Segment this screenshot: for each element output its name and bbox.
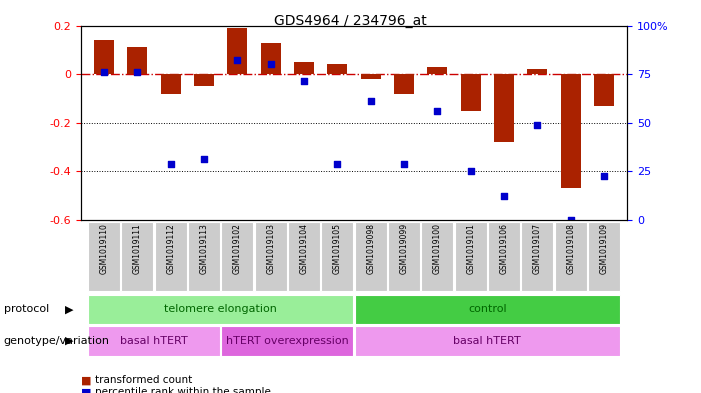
Bar [355, 222, 387, 291]
Point [198, 156, 210, 162]
Bar [355, 295, 620, 324]
Bar [461, 74, 481, 111]
Bar [527, 69, 547, 74]
Text: genotype/variation: genotype/variation [4, 336, 109, 346]
Bar [594, 74, 614, 106]
Bar [88, 295, 353, 324]
Bar [254, 222, 287, 291]
Text: GSM1019099: GSM1019099 [400, 223, 409, 274]
Text: GSM1019109: GSM1019109 [599, 223, 608, 274]
Bar [494, 74, 514, 142]
Bar [194, 74, 214, 86]
Text: GSM1019107: GSM1019107 [533, 223, 542, 274]
Bar [88, 326, 220, 356]
Bar [588, 222, 620, 291]
Text: percentile rank within the sample: percentile rank within the sample [95, 387, 271, 393]
Point [165, 161, 176, 167]
Bar [388, 222, 420, 291]
Bar [355, 326, 620, 356]
Point [299, 78, 310, 84]
Text: hTERT overexpression: hTERT overexpression [226, 336, 348, 346]
Point [265, 61, 276, 68]
Bar [428, 67, 447, 74]
Point [332, 161, 343, 167]
Point [232, 57, 243, 63]
Bar [155, 222, 186, 291]
Point [398, 161, 409, 167]
Bar [522, 222, 553, 291]
Text: GSM1019106: GSM1019106 [500, 223, 508, 274]
Point [565, 217, 576, 223]
Bar [394, 74, 414, 94]
Text: GSM1019108: GSM1019108 [566, 223, 576, 274]
Bar [128, 48, 147, 74]
Text: control: control [468, 305, 507, 314]
Text: ▶: ▶ [64, 305, 73, 314]
Text: basal hTERT: basal hTERT [454, 336, 522, 346]
Bar [161, 74, 181, 94]
Text: transformed count: transformed count [95, 375, 192, 386]
Bar [261, 42, 280, 74]
Point [532, 122, 543, 129]
Text: GSM1019105: GSM1019105 [333, 223, 342, 274]
Text: telomere elongation: telomere elongation [164, 305, 277, 314]
Bar [288, 222, 320, 291]
Bar [361, 74, 381, 79]
Text: ▶: ▶ [64, 336, 73, 346]
Point [465, 168, 476, 174]
Bar [227, 28, 247, 74]
Bar [294, 62, 314, 74]
Text: GSM1019112: GSM1019112 [166, 223, 175, 274]
Point [365, 98, 376, 104]
Text: GDS4964 / 234796_at: GDS4964 / 234796_at [274, 14, 427, 28]
Text: GSM1019098: GSM1019098 [366, 223, 375, 274]
Point [432, 108, 443, 114]
Text: GSM1019111: GSM1019111 [132, 223, 142, 274]
Bar [94, 40, 114, 74]
Text: ■: ■ [81, 375, 91, 386]
Bar [222, 326, 353, 356]
Text: GSM1019101: GSM1019101 [466, 223, 475, 274]
Text: GSM1019110: GSM1019110 [100, 223, 109, 274]
Text: ■: ■ [81, 387, 91, 393]
Bar [421, 222, 454, 291]
Point [98, 69, 109, 75]
Bar [121, 222, 154, 291]
Bar [222, 222, 253, 291]
Text: GSM1019104: GSM1019104 [299, 223, 308, 274]
Text: basal hTERT: basal hTERT [120, 336, 188, 346]
Point [498, 193, 510, 199]
Point [599, 173, 610, 180]
Text: protocol: protocol [4, 305, 49, 314]
Bar [488, 222, 520, 291]
Bar [561, 74, 580, 189]
Point [132, 69, 143, 75]
Text: GSM1019103: GSM1019103 [266, 223, 275, 274]
Bar [327, 64, 347, 74]
Bar [88, 222, 120, 291]
Bar [188, 222, 220, 291]
Text: GSM1019113: GSM1019113 [200, 223, 208, 274]
Text: GSM1019102: GSM1019102 [233, 223, 242, 274]
Bar [321, 222, 353, 291]
Bar [455, 222, 486, 291]
Text: GSM1019100: GSM1019100 [433, 223, 442, 274]
Bar [554, 222, 587, 291]
